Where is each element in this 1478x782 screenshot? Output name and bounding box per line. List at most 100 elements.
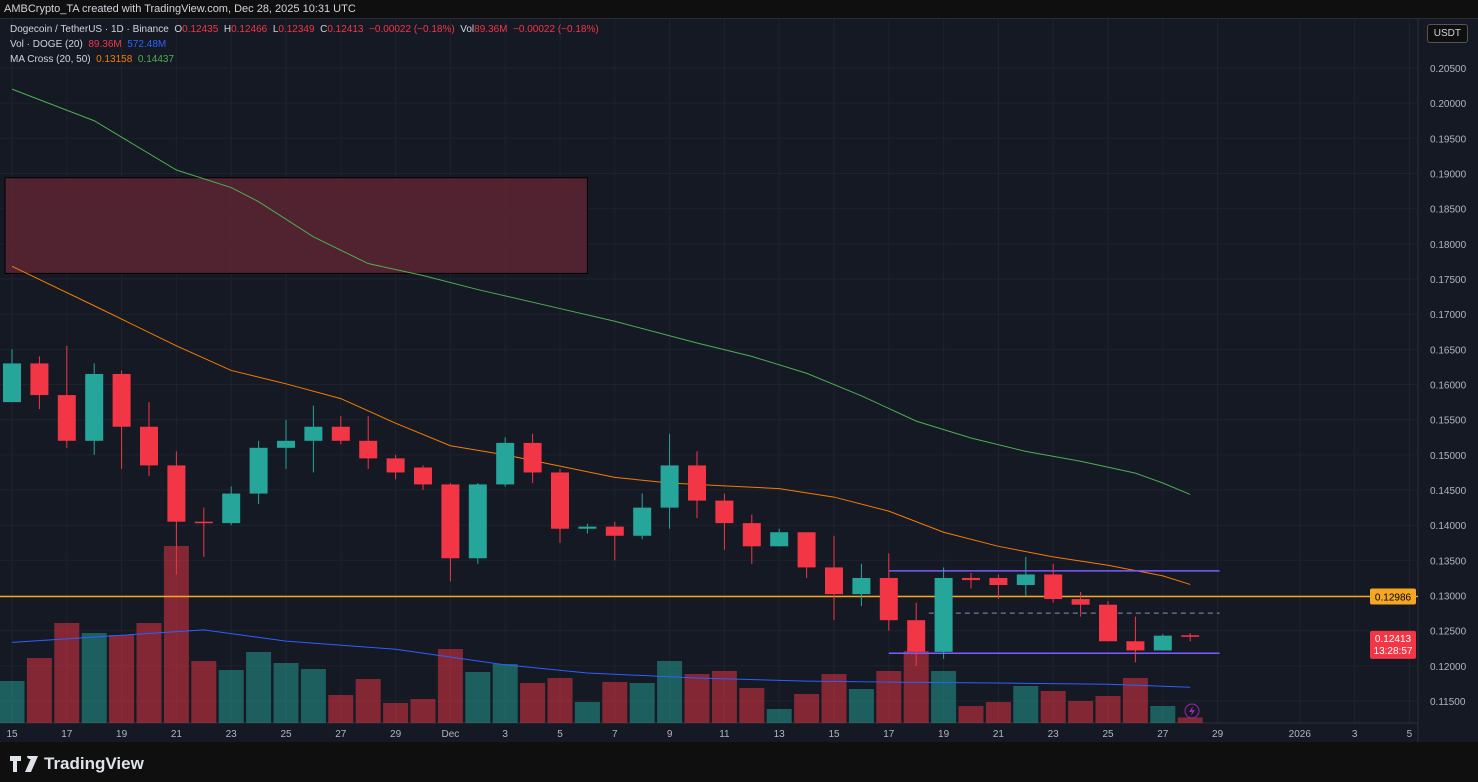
bar-countdown-label: 13:28:57 <box>1374 646 1413 657</box>
volume-bar <box>437 649 463 723</box>
volume-indicator-row[interactable]: Vol · DOGE (20) 89.36M 572.48M <box>10 37 599 52</box>
candle-body <box>3 363 21 403</box>
volume-bar <box>739 688 765 723</box>
candle-body <box>660 465 679 508</box>
vol-value: 89.36M <box>474 24 508 35</box>
time-tick-label: 7 <box>612 729 618 740</box>
candle-body <box>852 577 871 595</box>
candle-body <box>989 577 1008 585</box>
ma50-value: 0.14437 <box>137 54 175 65</box>
volume-bar <box>848 689 874 723</box>
price-tick-label: 0.17000 <box>1430 310 1467 321</box>
volume-bar <box>602 682 628 723</box>
candle-body <box>715 500 734 524</box>
open-label: O <box>174 24 183 35</box>
price-tick-label: 0.16500 <box>1430 345 1467 356</box>
time-tick-label: 29 <box>390 729 402 740</box>
candle-body <box>1153 635 1172 651</box>
volume-bar <box>246 652 272 723</box>
volume-bar <box>300 669 326 723</box>
volume-bar <box>410 699 436 723</box>
open-value: 0.12435 <box>182 24 219 35</box>
candle-body <box>112 373 131 427</box>
candle-body <box>85 373 104 441</box>
price-chart[interactable]: 0.20500 0.20000 0.19500 0.19000 0.18500 0.180… <box>0 19 1478 743</box>
close-value: 0.12413 <box>327 24 364 35</box>
candle <box>523 433 542 484</box>
price-tick-label: 0.18000 <box>1430 240 1467 251</box>
volume-bar <box>684 674 710 723</box>
candle-body <box>551 472 569 529</box>
candle-body <box>1071 599 1090 605</box>
time-tick-label: 13 <box>774 729 786 740</box>
volume-bar <box>657 661 683 723</box>
price-tick-label: 0.19000 <box>1430 170 1467 181</box>
candle <box>962 573 980 589</box>
candle <box>468 483 487 564</box>
ma-cross-indicator-row[interactable]: MA Cross (20, 50) 0.13158 0.14437 <box>10 52 599 67</box>
time-tick-label: 17 <box>61 729 73 740</box>
time-tick-label: 9 <box>667 729 673 740</box>
candle <box>30 356 49 410</box>
candle-body <box>1016 574 1035 585</box>
candle <box>1126 616 1145 663</box>
close-label: C <box>320 24 328 35</box>
candle <box>112 370 131 469</box>
volume-bar <box>794 694 820 723</box>
tradingview-logo[interactable]: TradingView <box>10 754 144 774</box>
candle <box>1071 592 1090 617</box>
price-tick-label: 0.17500 <box>1430 275 1467 286</box>
candle-body <box>468 484 487 559</box>
candle-body <box>1099 604 1117 642</box>
candle-body <box>441 484 460 559</box>
time-tick-label: 27 <box>1157 729 1169 740</box>
candle-body <box>140 426 158 466</box>
volume-indicator-label: Vol · DOGE (20) <box>10 39 83 50</box>
candle <box>1099 601 1117 642</box>
time-tick-label: 27 <box>335 729 347 740</box>
volume-bar <box>492 664 518 723</box>
volume-indicator-value: 89.36M <box>88 39 122 50</box>
lightning-icon-circle <box>1184 703 1200 719</box>
time-tick-label: 2026 <box>1289 729 1312 740</box>
symbol-label[interactable]: Dogecoin / TetherUS · 1D · Binance <box>10 24 169 35</box>
candle-body <box>1044 574 1063 600</box>
volume-bar <box>547 678 573 723</box>
candle <box>1044 563 1063 603</box>
candle <box>688 451 706 519</box>
candle-body <box>57 395 76 441</box>
time-tick-label: 21 <box>993 729 1005 740</box>
candle <box>1016 556 1035 596</box>
candle-body <box>770 532 789 547</box>
currency-unit-button[interactable]: USDT <box>1426 24 1468 43</box>
price-tick-label: 0.13000 <box>1430 592 1467 603</box>
time-tick-label: 17 <box>883 729 895 740</box>
time-tick-label: 23 <box>1048 729 1060 740</box>
price-tick-label: 0.19500 <box>1430 134 1467 145</box>
volume-bar <box>520 683 546 723</box>
candle <box>386 454 405 480</box>
candle <box>496 437 515 487</box>
low-label: L <box>272 24 279 35</box>
price-tick-label: 0.12500 <box>1430 627 1467 638</box>
volume-bar <box>328 695 354 723</box>
lightning-icon <box>1184 703 1200 719</box>
time-tick-label: 5 <box>1407 729 1413 740</box>
volume-bar <box>958 706 984 723</box>
candle <box>277 419 295 469</box>
volume-bar <box>163 546 189 723</box>
candle-body <box>222 493 241 524</box>
candle <box>331 416 350 445</box>
candle-body <box>742 523 761 547</box>
candle <box>742 514 761 564</box>
price-tick-label: 0.16000 <box>1430 381 1467 392</box>
time-tick-label: 15 <box>6 729 18 740</box>
candle <box>414 465 432 491</box>
price-tick-label: 0.15500 <box>1430 416 1467 427</box>
volume-bar <box>1150 706 1176 723</box>
time-tick-label: 3 <box>502 729 508 740</box>
brand-name: TradingView <box>44 754 144 773</box>
chart-area[interactable]: 0.20500 0.20000 0.19500 0.19000 0.18500 0.180… <box>0 18 1478 743</box>
time-tick-label: 3 <box>1352 729 1358 740</box>
candle <box>551 468 569 543</box>
